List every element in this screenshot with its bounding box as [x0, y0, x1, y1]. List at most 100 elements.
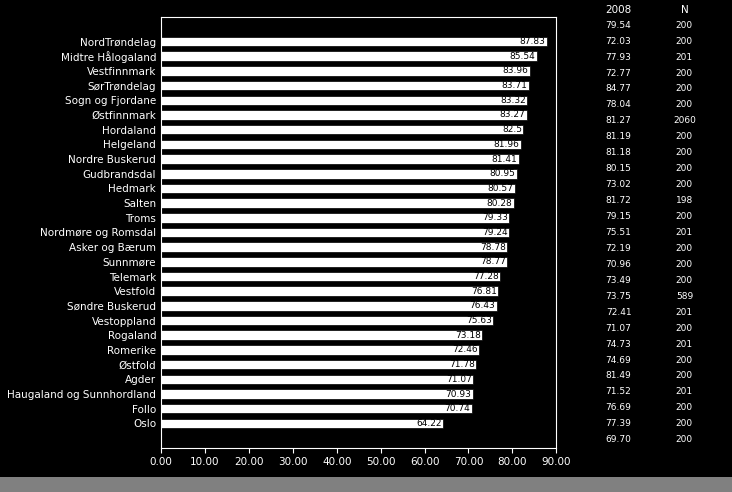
Bar [161, 184, 515, 193]
Text: 83.27: 83.27 [500, 111, 526, 120]
Text: 73.02: 73.02 [605, 180, 632, 189]
Text: 81.96: 81.96 [494, 140, 520, 149]
Bar [161, 374, 473, 384]
Text: 200: 200 [676, 180, 693, 189]
Text: 77.28: 77.28 [474, 272, 499, 281]
Text: 73.18: 73.18 [455, 331, 481, 340]
Bar [161, 404, 471, 413]
Text: 70.93: 70.93 [445, 390, 471, 399]
Bar [161, 389, 473, 399]
Text: 75.51: 75.51 [605, 228, 632, 237]
Text: 201: 201 [676, 308, 693, 317]
Text: 72.46: 72.46 [452, 345, 478, 354]
Text: 75.63: 75.63 [466, 316, 492, 325]
Text: 201: 201 [676, 387, 693, 397]
Bar [161, 331, 482, 340]
Text: 200: 200 [676, 260, 693, 269]
Bar [161, 125, 523, 134]
Bar [161, 169, 517, 179]
Text: 200: 200 [676, 435, 693, 444]
Bar [161, 286, 498, 296]
Bar [161, 419, 443, 428]
Bar [161, 345, 479, 355]
Text: 71.78: 71.78 [449, 360, 475, 369]
Text: 79.33: 79.33 [482, 214, 508, 222]
Text: 83.96: 83.96 [503, 66, 529, 75]
Bar [161, 37, 547, 46]
Text: 200: 200 [676, 68, 693, 78]
Text: 76.81: 76.81 [471, 287, 497, 296]
Text: 72.41: 72.41 [605, 308, 632, 317]
Text: 70.74: 70.74 [444, 404, 471, 413]
Text: 200: 200 [676, 148, 693, 157]
Bar [161, 140, 521, 149]
Text: 77.39: 77.39 [605, 419, 632, 429]
Text: 73.75: 73.75 [605, 292, 632, 301]
Text: 84.77: 84.77 [605, 85, 632, 93]
Text: 200: 200 [676, 85, 693, 93]
Bar [161, 81, 529, 91]
Text: 81.27: 81.27 [605, 117, 632, 125]
Text: 81.19: 81.19 [605, 132, 632, 141]
Text: 200: 200 [676, 132, 693, 141]
Text: 200: 200 [676, 21, 693, 30]
Text: 80.95: 80.95 [490, 169, 515, 178]
Text: 83.71: 83.71 [501, 81, 527, 90]
Text: 70.96: 70.96 [605, 260, 632, 269]
Text: 200: 200 [676, 324, 693, 333]
Text: 200: 200 [676, 164, 693, 173]
Bar [161, 66, 530, 76]
Text: 201: 201 [676, 53, 693, 62]
Bar [161, 243, 507, 252]
Text: 201: 201 [676, 228, 693, 237]
Bar [161, 301, 497, 310]
Text: 74.69: 74.69 [605, 356, 632, 365]
Text: 74.73: 74.73 [605, 339, 632, 348]
Text: 200: 200 [676, 212, 693, 221]
Text: 200: 200 [676, 100, 693, 109]
Bar [161, 95, 527, 105]
Bar [161, 272, 501, 281]
Text: 200: 200 [676, 371, 693, 380]
Text: 69.70: 69.70 [605, 435, 632, 444]
Bar [161, 52, 537, 61]
Text: 72.77: 72.77 [605, 68, 632, 78]
Text: 80.57: 80.57 [488, 184, 514, 193]
Text: 85.54: 85.54 [509, 52, 535, 61]
Text: 71.07: 71.07 [605, 324, 632, 333]
Text: 200: 200 [676, 244, 693, 253]
Text: 200: 200 [676, 356, 693, 365]
Text: 78.78: 78.78 [480, 243, 506, 251]
Text: 71.07: 71.07 [446, 375, 472, 384]
Text: 2060: 2060 [673, 117, 696, 125]
Text: 589: 589 [676, 292, 693, 301]
Text: 87.83: 87.83 [520, 37, 545, 46]
Text: N: N [681, 5, 688, 15]
Bar [161, 228, 509, 237]
Text: 201: 201 [676, 339, 693, 348]
Bar [161, 110, 527, 120]
Bar [161, 316, 493, 325]
Bar [161, 213, 509, 222]
Bar [161, 198, 514, 208]
Text: 200: 200 [676, 419, 693, 429]
Text: 72.19: 72.19 [605, 244, 632, 253]
Text: 81.72: 81.72 [605, 196, 632, 205]
Text: 200: 200 [676, 403, 693, 412]
Text: 79.54: 79.54 [605, 21, 632, 30]
Text: 64.22: 64.22 [417, 419, 442, 428]
Text: 200: 200 [676, 276, 693, 285]
Bar [161, 257, 507, 267]
Bar [161, 154, 518, 164]
Text: 79.15: 79.15 [605, 212, 632, 221]
Text: 76.69: 76.69 [605, 403, 632, 412]
Bar [161, 360, 477, 369]
Text: 80.15: 80.15 [605, 164, 632, 173]
Text: 78.04: 78.04 [605, 100, 632, 109]
Text: 73.49: 73.49 [605, 276, 632, 285]
Text: 81.41: 81.41 [491, 154, 518, 163]
Text: 198: 198 [676, 196, 693, 205]
Text: 78.77: 78.77 [479, 257, 506, 266]
Text: 83.32: 83.32 [500, 96, 526, 105]
Text: 80.28: 80.28 [487, 199, 512, 208]
